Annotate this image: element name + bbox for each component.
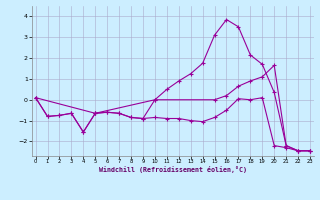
X-axis label: Windchill (Refroidissement éolien,°C): Windchill (Refroidissement éolien,°C) [99,166,247,173]
